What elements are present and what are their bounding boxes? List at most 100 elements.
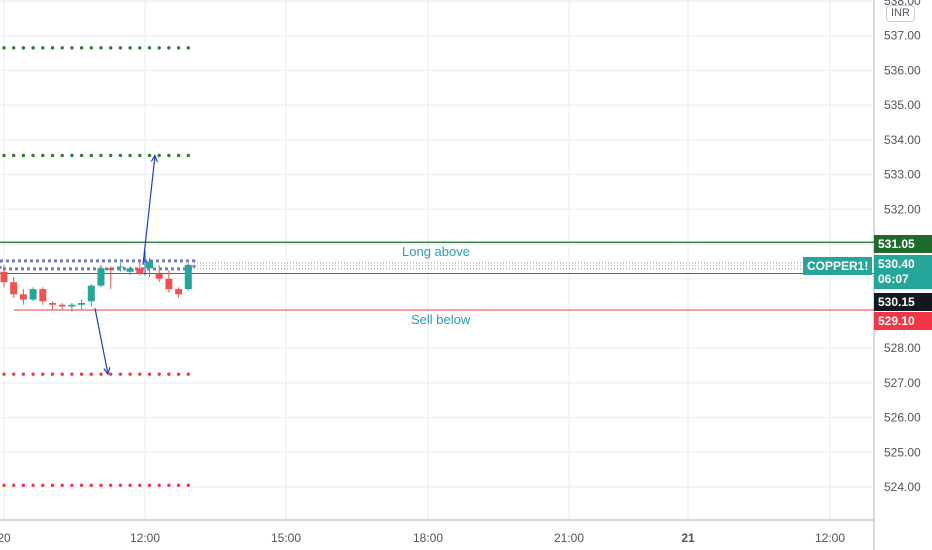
candle-body [0, 271, 8, 283]
target-dot [60, 372, 64, 376]
x-tick-label: 18:00 [413, 531, 443, 545]
target-dot [128, 372, 132, 376]
last-price: 530.40 [878, 257, 915, 271]
sell-price-tag: 529.10 [874, 312, 932, 330]
target-dot [70, 153, 74, 158]
y-tick-label: 536.00 [884, 63, 921, 77]
target-dot [50, 46, 55, 50]
target-dot [60, 483, 64, 487]
down-arrow [94, 308, 109, 375]
target-dot [186, 46, 190, 50]
candle-body [146, 261, 153, 269]
y-tick-label: 528.00 [884, 341, 921, 355]
candle-body [39, 289, 47, 302]
x-tick-label: 15:00 [271, 531, 301, 545]
target-dot [79, 153, 84, 158]
target-dot [109, 46, 113, 50]
up-arrow [142, 155, 156, 265]
y-tick-label: 538.00 [884, 0, 921, 8]
target-dot [2, 483, 6, 487]
candle-body [29, 289, 37, 300]
target-dot [157, 153, 161, 158]
sell-below-label: Sell below [411, 312, 471, 327]
candle-body [78, 303, 86, 305]
target-dot [128, 483, 132, 487]
target-dot [60, 153, 64, 158]
target-dot [70, 46, 74, 50]
target-dot [128, 153, 132, 158]
target-dot [176, 372, 181, 376]
target-dot [99, 372, 103, 376]
candle-body [49, 303, 56, 305]
target-dot [89, 46, 94, 50]
target-dot [138, 483, 142, 487]
target-dot [118, 372, 123, 376]
target-dot [147, 46, 152, 50]
target-dot [41, 46, 45, 50]
target-dot [70, 483, 74, 487]
currency-badge[interactable]: INR [886, 5, 915, 22]
y-tick-label: 526.00 [884, 411, 921, 425]
y-tick-label: 524.00 [884, 480, 921, 494]
y-tick-label: 537.00 [884, 29, 921, 43]
target-dot [21, 483, 26, 487]
target-dot [138, 46, 142, 50]
candle-body [68, 304, 76, 307]
up-arrow-head [150, 154, 158, 163]
target-dot [176, 483, 181, 487]
target-dot [109, 372, 113, 376]
crosshair-price-tag: 530.15 [874, 293, 932, 311]
target-dot [157, 46, 161, 50]
down-arrow-head [103, 367, 111, 376]
candle-body [165, 278, 173, 290]
range-band [0, 259, 196, 271]
candle-body [19, 294, 27, 300]
long-price-tag: 531.05 [874, 235, 932, 253]
target-dot [50, 372, 55, 376]
last-price-tag: 530.40 06:07 [874, 255, 932, 289]
y-tick-label: 525.00 [884, 445, 921, 459]
target-dot [21, 153, 26, 158]
target-dot [70, 372, 74, 376]
target-dot [41, 372, 45, 376]
target-dot [176, 46, 181, 50]
target-dot [89, 372, 94, 376]
target-dot [147, 372, 152, 376]
target-dot [31, 46, 35, 50]
candle-body [136, 268, 144, 274]
candle-body [155, 273, 163, 279]
target-dot [89, 153, 94, 158]
target-dot [2, 372, 6, 376]
target-dot [186, 483, 190, 487]
target-dot [31, 372, 35, 376]
candle-body [97, 268, 105, 286]
target-dot [12, 483, 16, 487]
x-tick-label: 21:00 [554, 531, 584, 545]
target-dot [60, 46, 64, 50]
target-dot [99, 46, 103, 50]
target-dot [31, 153, 35, 158]
target-dot [41, 483, 45, 487]
target-dot [118, 153, 123, 158]
candle-body [126, 268, 134, 272]
countdown: 06:07 [878, 272, 909, 286]
target-dot [167, 153, 171, 158]
y-tick-label: 535.00 [884, 98, 921, 112]
target-dot [157, 483, 161, 487]
target-dot [50, 483, 55, 487]
target-dot [138, 153, 142, 158]
target-dot [109, 483, 113, 487]
target-dot [50, 153, 55, 158]
y-tick-label: 534.00 [884, 133, 921, 147]
y-tick-label: 527.00 [884, 376, 921, 390]
target-dot [118, 483, 123, 487]
target-dot [89, 483, 94, 487]
target-dot [109, 153, 113, 158]
target-dot [31, 483, 35, 487]
target-dot [2, 153, 6, 158]
target-dot [157, 372, 161, 376]
target-dot [99, 483, 103, 487]
target-dot [41, 153, 45, 158]
target-dot [99, 153, 103, 158]
